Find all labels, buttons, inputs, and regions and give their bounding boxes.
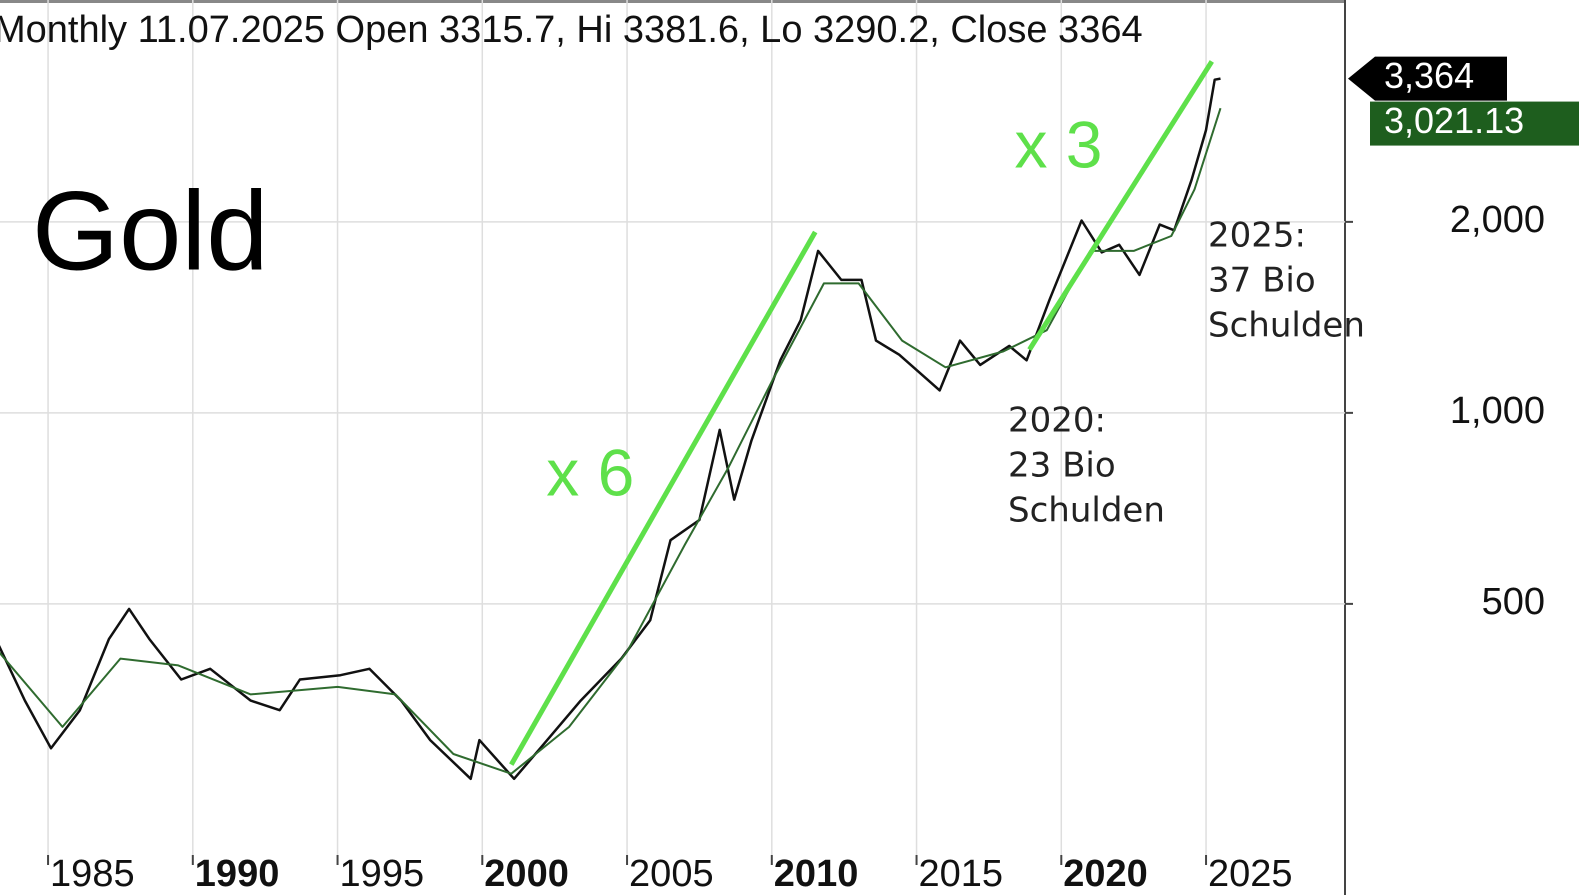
price-label-box <box>1348 56 1507 101</box>
trend-label: x 3 <box>1014 107 1102 181</box>
x-tick-label: 1995 <box>340 853 425 895</box>
chart-title: Monthly 11.07.2025 Open 3315.7, Hi 3381.… <box>0 9 1143 51</box>
annotation: 2025: <box>1208 216 1306 256</box>
price-label: 3,021.13 <box>1384 100 1524 141</box>
x-tick-label: 2010 <box>774 853 859 895</box>
x-tick-label: 2005 <box>629 853 714 895</box>
x-tick-label: 2015 <box>919 853 1004 895</box>
x-tick-label: 2020 <box>1063 853 1148 895</box>
trend-line <box>1027 60 1214 351</box>
price-label-box <box>1370 101 1579 146</box>
y-tick-label: 500 <box>1482 581 1545 623</box>
trend-line <box>509 230 818 766</box>
y-tick-label: 1,000 <box>1450 390 1545 432</box>
trend-label: x 6 <box>546 435 634 509</box>
annotation: Schulden <box>1208 306 1365 346</box>
y-tick-label: 2,000 <box>1450 199 1545 241</box>
x-tick-label: 1985 <box>50 853 135 895</box>
annotation: 23 Bio <box>1008 446 1116 486</box>
annotation: 37 Bio <box>1208 261 1316 301</box>
grid <box>0 0 1345 855</box>
x-tick-label: 2025 <box>1208 853 1293 895</box>
annotation: 2020: <box>1008 401 1106 441</box>
annotation: Schulden <box>1008 491 1165 531</box>
x-tick-label: 1990 <box>195 853 280 895</box>
price-label: 3,364 <box>1384 55 1474 96</box>
chart-label: Gold <box>32 169 269 294</box>
x-tick-label: 2000 <box>484 853 569 895</box>
